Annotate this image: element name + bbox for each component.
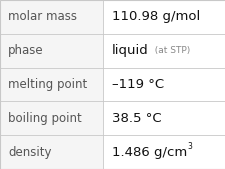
Bar [102,0,225,34]
Text: liquid: liquid [111,44,148,57]
Text: (at STP): (at STP) [148,46,189,55]
Bar [102,135,225,169]
Bar [102,101,225,135]
Text: –119 °C: –119 °C [111,78,163,91]
Text: boiling point: boiling point [8,112,81,125]
Text: 1.486 g/cm: 1.486 g/cm [111,146,186,159]
Bar [102,68,225,101]
Bar [0,101,102,135]
Bar [0,68,102,101]
Text: 38.5 °C: 38.5 °C [111,112,161,125]
Text: density: density [8,146,51,159]
Bar [0,0,102,34]
Text: phase: phase [8,44,43,57]
Text: melting point: melting point [8,78,87,91]
Bar [102,34,225,68]
Bar [0,34,102,68]
Text: 110.98 g/mol: 110.98 g/mol [111,10,199,23]
Bar [0,135,102,169]
Text: molar mass: molar mass [8,10,77,23]
Text: 3: 3 [186,141,191,151]
